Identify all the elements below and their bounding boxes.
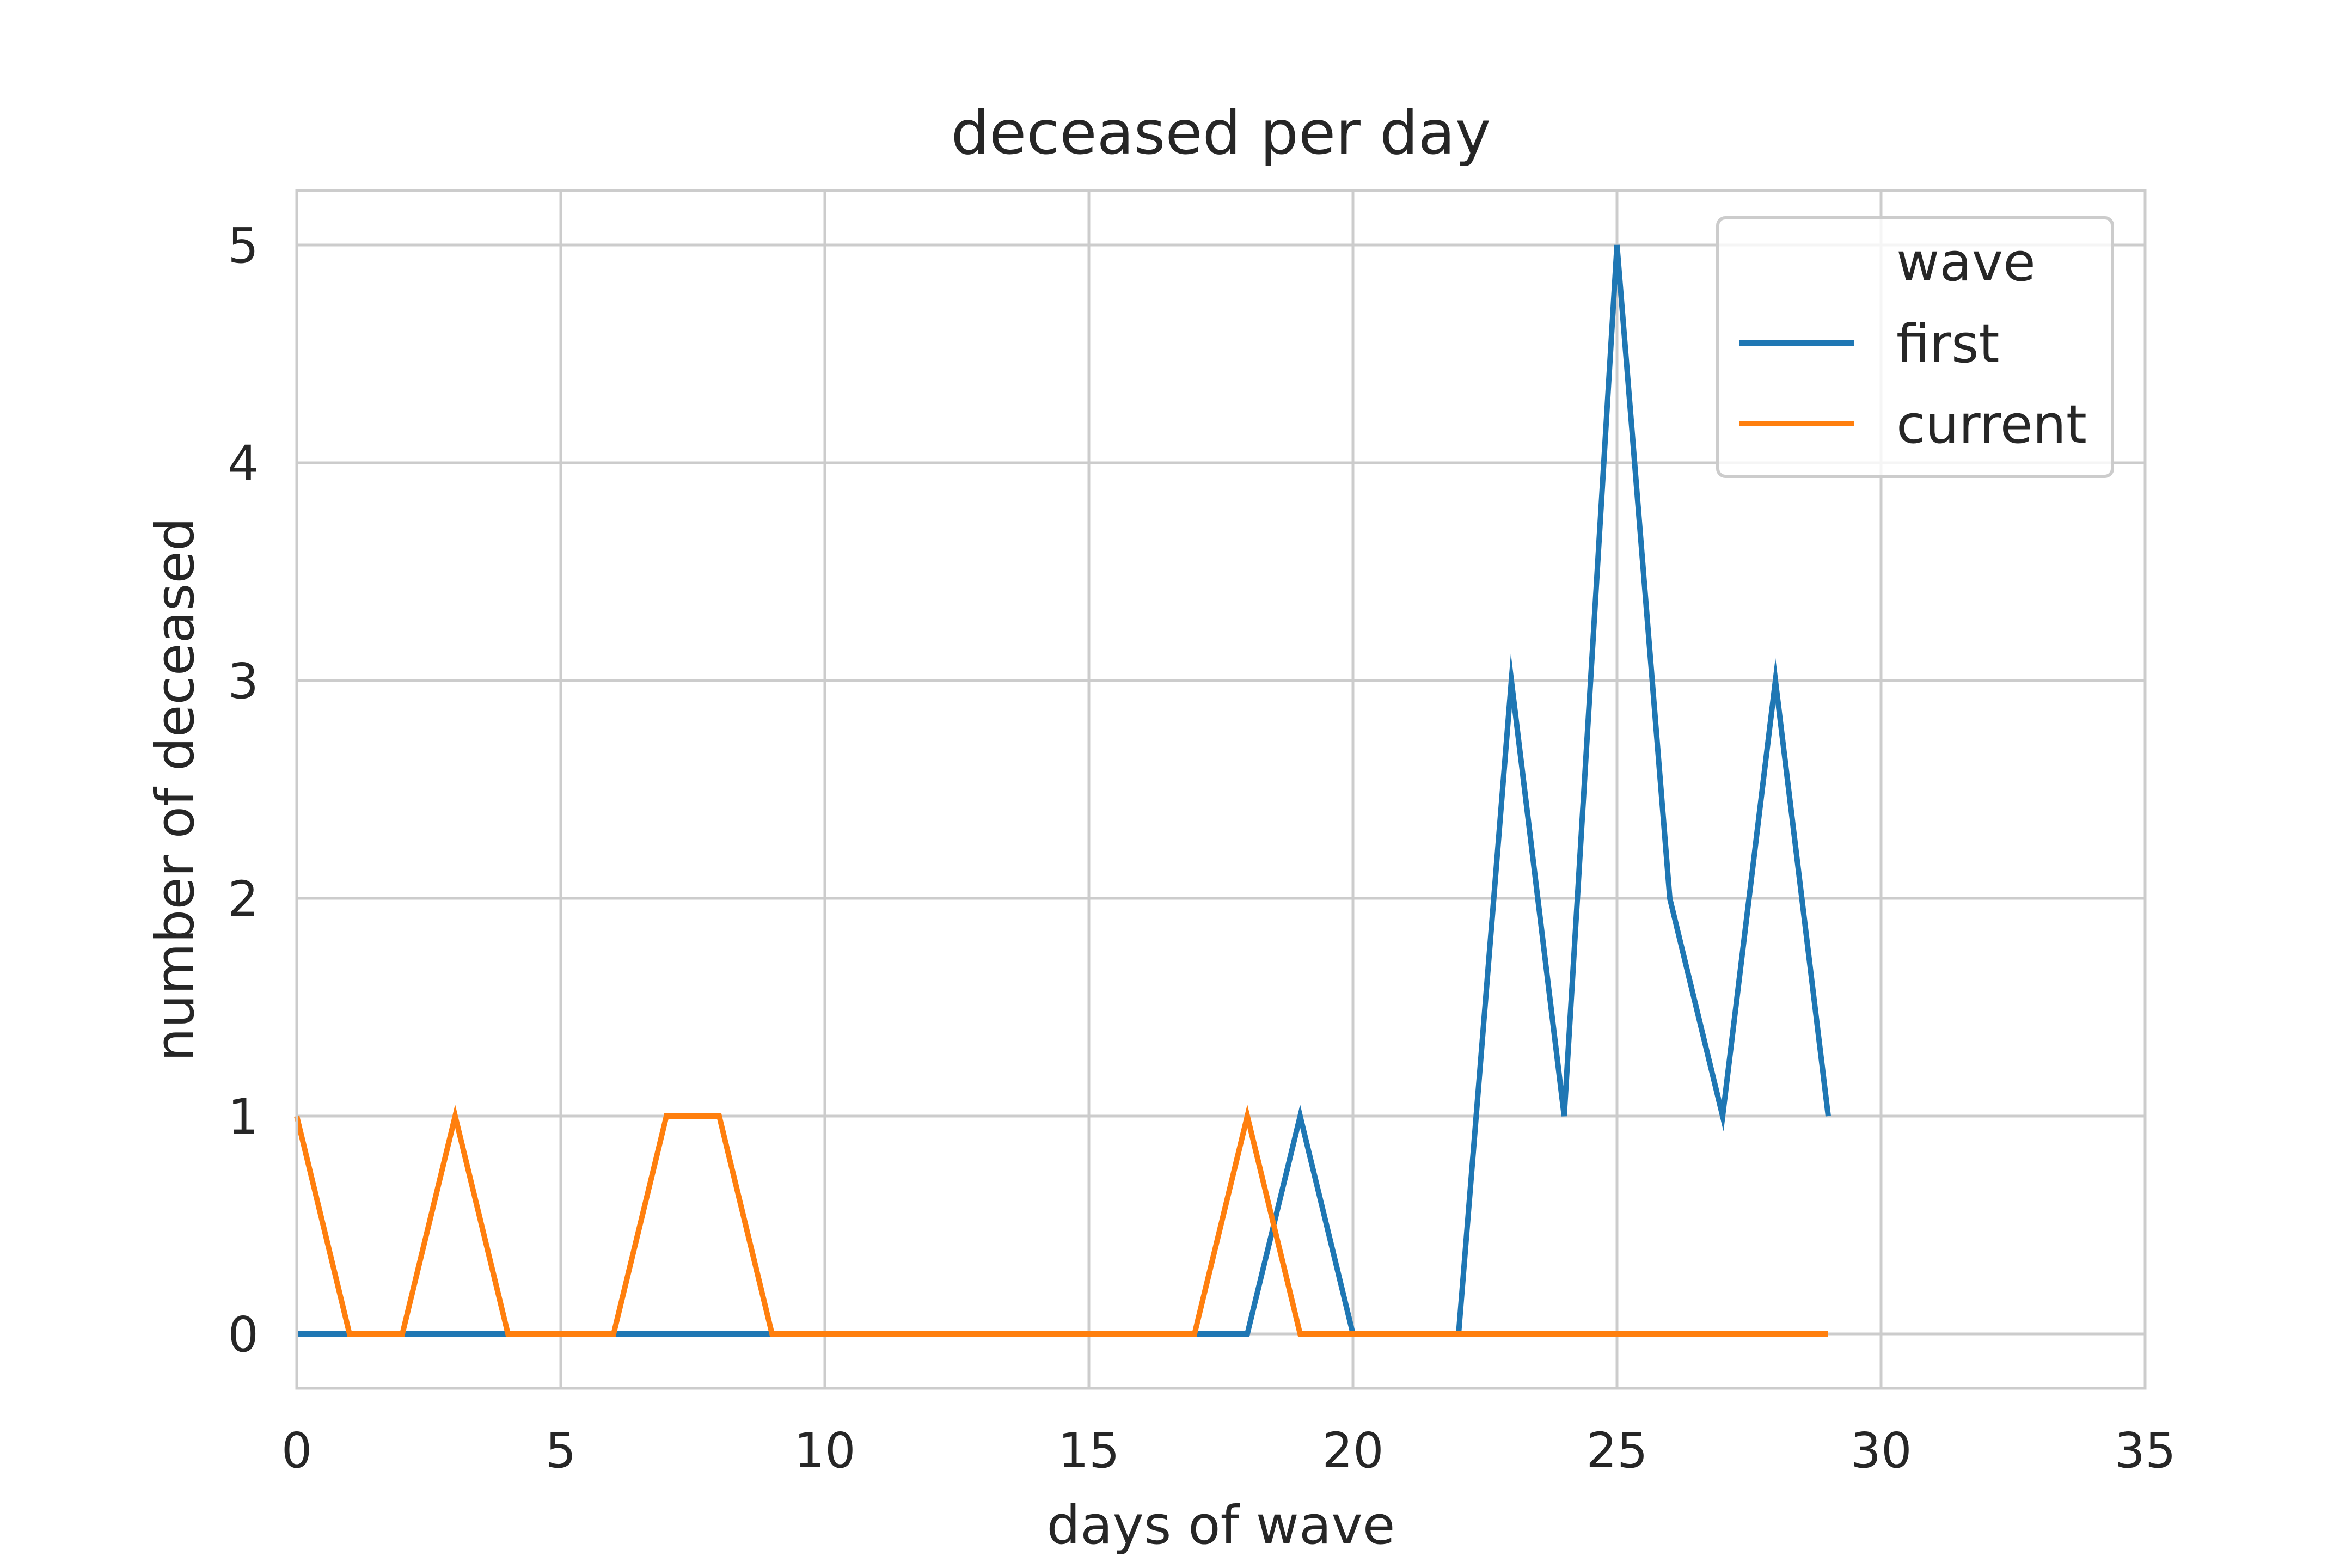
plot-frame [295, 189, 2147, 1390]
series-line-current [294, 1104, 1828, 1337]
legend-label-current: current [1896, 394, 2087, 455]
chart-title: deceased per day [951, 98, 1491, 168]
legend-title: wave [1896, 231, 2036, 293]
x-tick-label: 30 [1850, 1422, 1912, 1479]
x-tick-label: 5 [546, 1422, 577, 1479]
x-tick-label: 20 [1322, 1422, 1383, 1479]
y-axis-label: number of deceased [144, 517, 206, 1061]
x-tick-label: 25 [1586, 1422, 1647, 1479]
legend-label-first: first [1896, 313, 2000, 375]
x-tick-label: 10 [794, 1422, 855, 1479]
legend-items: first current [1739, 313, 2087, 455]
legend-box [1716, 216, 2114, 478]
x-tick-label: 0 [281, 1422, 313, 1479]
y-tick-label: 3 [228, 653, 259, 709]
series-layer [294, 244, 1831, 1337]
x-axis-label: days of wave [1047, 1494, 1395, 1556]
legend: wave first current [1716, 216, 2114, 478]
y-tick-label: 1 [228, 1088, 259, 1145]
y-tick-labels: 0 1 2 3 4 5 [228, 217, 259, 1363]
y-tick-label: 0 [228, 1306, 259, 1363]
y-tick-label: 5 [228, 217, 259, 274]
x-tick-labels: 0 5 10 15 20 25 30 35 [281, 1422, 2176, 1479]
x-tick-label: 35 [2114, 1422, 2176, 1479]
y-tick-label: 4 [228, 435, 259, 492]
x-tick-label: 15 [1058, 1422, 1119, 1479]
y-tick-label: 2 [228, 871, 259, 927]
